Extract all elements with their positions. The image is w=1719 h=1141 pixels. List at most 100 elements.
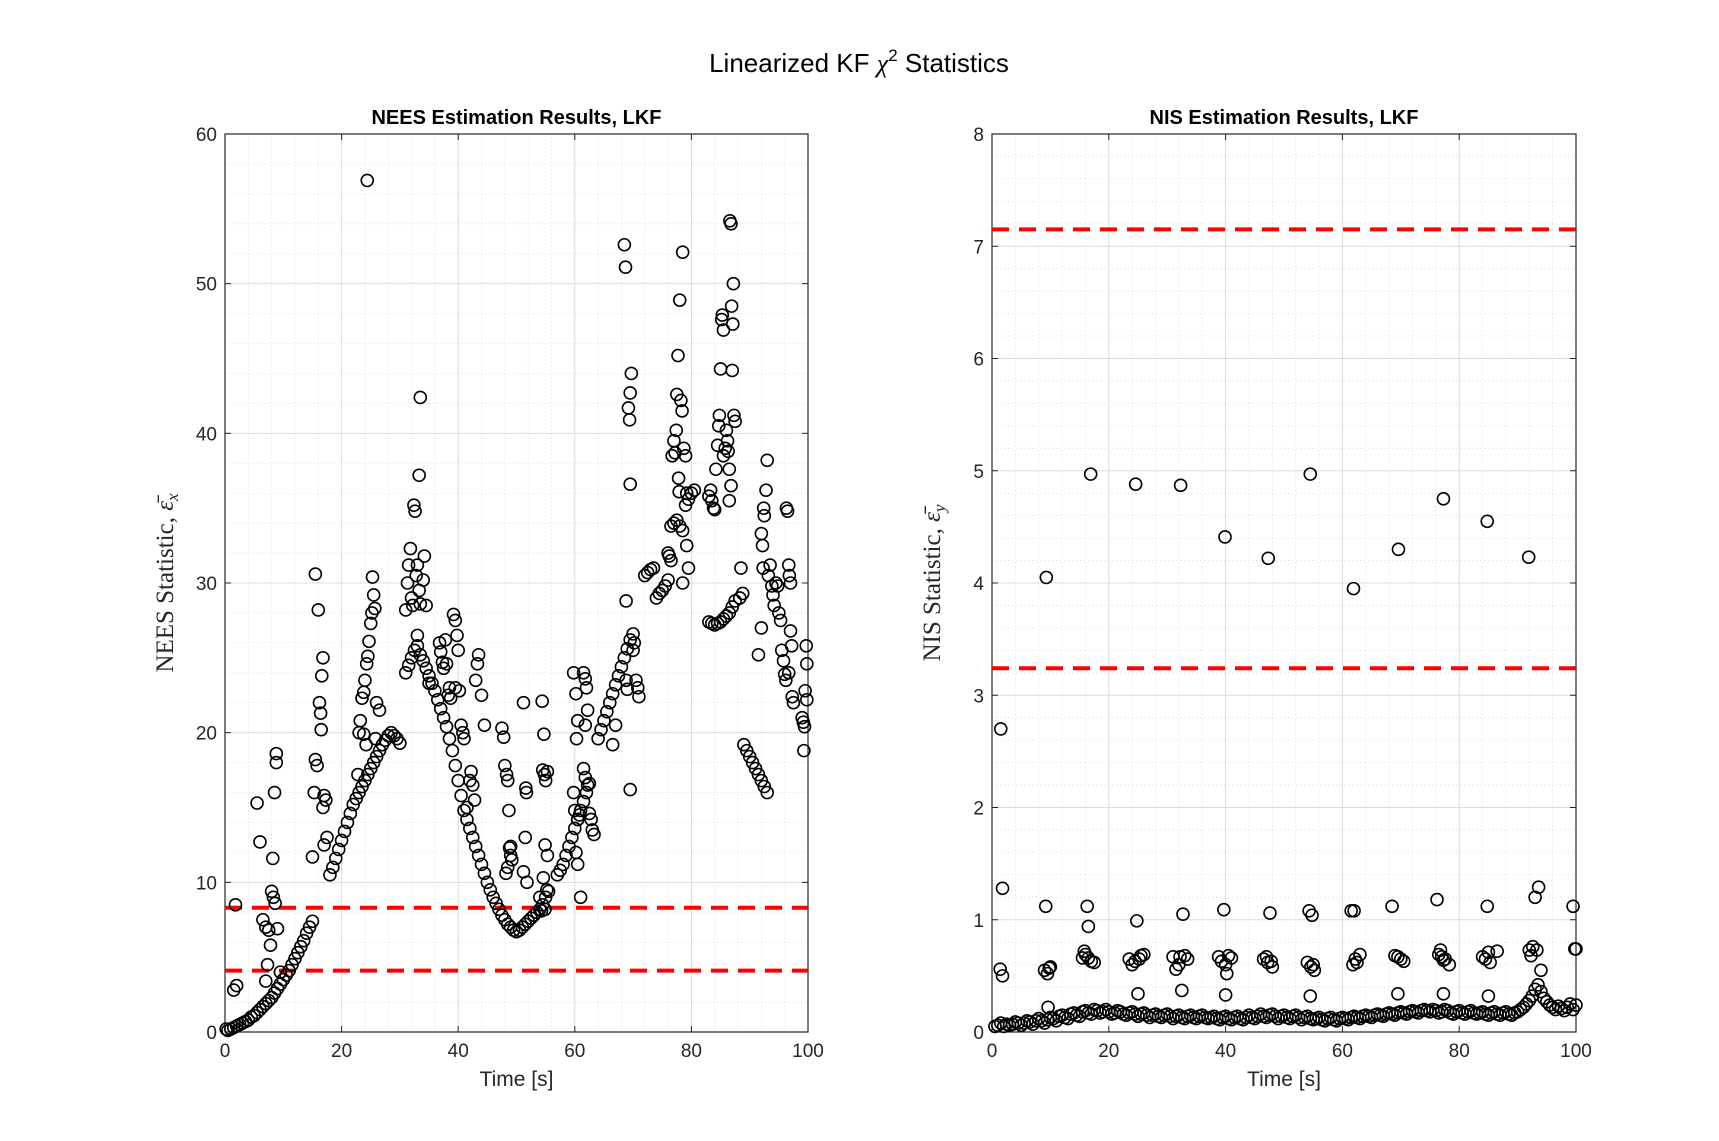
nees-data-point (253, 835, 267, 849)
nees-data-point (355, 691, 369, 706)
nees-data-point (356, 727, 371, 741)
nees-data-point (228, 897, 243, 912)
nis-xtick-label: 20 (1098, 1041, 1119, 1062)
nees-data-point (229, 978, 244, 993)
nis-data-point (1038, 899, 1053, 914)
figure-suptitle: Linearized KF χ2 Statistics (709, 46, 1009, 78)
nees-data-point (317, 838, 331, 852)
nees-data-point (781, 665, 796, 680)
nees-data-point (340, 815, 355, 830)
nees-data-point (724, 478, 738, 493)
nees-data-point (605, 686, 620, 701)
nees-data-point (556, 857, 570, 872)
nis-data-point (1530, 943, 1544, 957)
nees-ytick-label: 60 (196, 125, 217, 146)
nees-data-point (362, 634, 376, 649)
nees-data-point (266, 890, 281, 905)
nees-data-point (622, 413, 637, 427)
nees-data-point (579, 785, 594, 800)
nis-data-point (1534, 963, 1548, 978)
nees-data-point (679, 486, 694, 501)
nis-data-point (1391, 542, 1406, 557)
nis-data-point (1396, 954, 1411, 969)
nees-data-point (401, 558, 416, 572)
nees-data-point (412, 468, 426, 483)
nees-data-point (597, 713, 611, 728)
nis-data-point (995, 969, 1010, 983)
nis-data-point (1481, 945, 1496, 960)
nees-data-point (495, 721, 509, 735)
nees-data-point (626, 627, 640, 641)
nis-ylabel: NIS Statistic, ε̄y (919, 504, 949, 661)
nis-data-point (1531, 978, 1545, 992)
nees-data-point (706, 501, 721, 515)
nees-data-point (310, 758, 324, 773)
nees-data-point (268, 896, 282, 911)
nees-data-point (483, 883, 498, 897)
nees-xtick-label: 80 (681, 1041, 702, 1062)
nees-data-point (477, 718, 492, 732)
nees-data-point (573, 890, 588, 905)
nees-data-point (296, 933, 311, 948)
nees-data-point (782, 568, 797, 583)
nees-data-point (751, 648, 766, 662)
nees-data-point (445, 743, 460, 758)
nees-title: NEES Estimation Results, LKF (371, 107, 661, 129)
nees-data-point (608, 718, 623, 732)
nees-data-point (664, 553, 678, 568)
nis-data-point (1175, 983, 1189, 998)
nees-data-point (716, 448, 731, 463)
nees-data-point (381, 728, 396, 743)
nees-data-point (594, 722, 608, 737)
nees-data-point (617, 651, 632, 665)
nees-data-point (500, 860, 515, 875)
nees-data-point (646, 561, 661, 575)
nis-data-point (1525, 939, 1540, 954)
nees-data-point (438, 633, 453, 647)
nees-data-point (703, 483, 718, 498)
nees-data-point (273, 965, 288, 979)
nees-data-point (496, 730, 511, 744)
nees-data-point (359, 737, 373, 752)
nis-ytick-label: 5 (973, 462, 984, 483)
nees-data-point (326, 860, 340, 875)
nees-bounds (225, 905, 808, 973)
nees-data-point (578, 770, 593, 785)
nees-data-point (409, 568, 424, 583)
nees-data-point (250, 796, 264, 810)
nis-data-point (1180, 952, 1195, 966)
nees-xtick-label: 20 (331, 1041, 352, 1062)
nis-data-point (1080, 899, 1094, 914)
nis-ytick-label: 1 (973, 911, 984, 932)
nis-data-point (1261, 551, 1276, 566)
nis-title: NIS Estimation Results, LKF (1150, 107, 1419, 129)
nees-data-point (675, 576, 690, 590)
nees-data-point (359, 657, 374, 671)
nees-data-point (627, 636, 642, 650)
nees-data-point (576, 761, 591, 776)
nees-data-point (799, 639, 814, 653)
nees-data-point (559, 848, 573, 863)
nees-data-point (584, 812, 598, 827)
nis-xlabel: Time [s] (1247, 1068, 1321, 1091)
nees-data-point (675, 523, 690, 538)
nees-data-point (471, 648, 486, 662)
nees-data-point (308, 752, 323, 767)
nees-data-point (419, 598, 433, 613)
nees-data-point (783, 624, 798, 638)
nees-data-point (675, 245, 690, 260)
nees-data-point (712, 419, 726, 433)
nees-data-point (416, 654, 431, 668)
nees-data-point (567, 821, 582, 836)
nees-data-point (605, 737, 620, 752)
nees-data-point (570, 857, 585, 872)
nees-data-point (417, 549, 432, 563)
nees-data-point (343, 806, 358, 821)
nees-data-point (320, 830, 334, 845)
nis-data-point (996, 1019, 1011, 1034)
nis-data-point (1347, 903, 1361, 918)
nees-ytick-label: 50 (196, 275, 217, 296)
nees-data-point (398, 603, 413, 617)
nis-ytick-label: 3 (973, 686, 984, 707)
nees-ytick-label: 20 (196, 724, 217, 745)
